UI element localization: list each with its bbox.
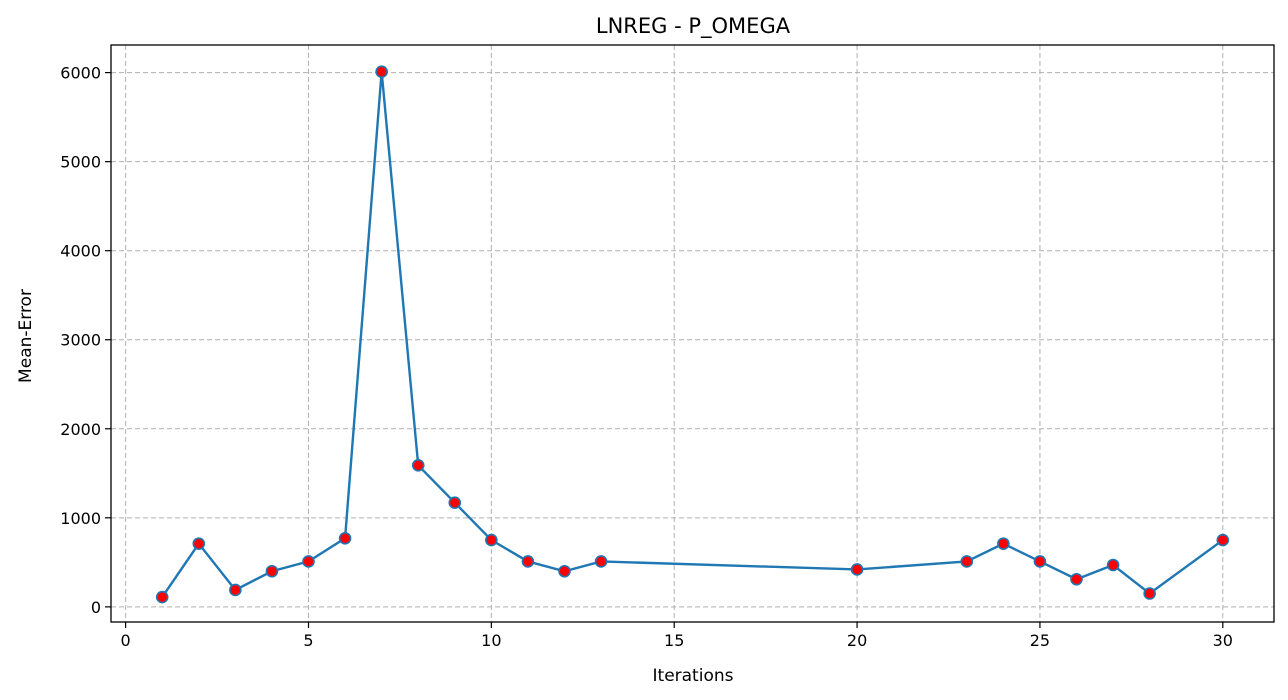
- grid-lines: [111, 45, 1274, 622]
- series-layer: [155, 65, 1230, 604]
- data-point: [338, 531, 352, 545]
- data-point: [558, 564, 571, 578]
- data-point: [265, 564, 279, 578]
- x-tick-label: 15: [664, 631, 684, 650]
- data-point: [411, 458, 425, 472]
- data-point: [229, 583, 242, 597]
- data-point: [960, 555, 974, 568]
- x-tick-label: 30: [1213, 631, 1233, 650]
- y-tick-label: 0: [91, 598, 101, 617]
- data-point: [521, 555, 535, 568]
- plot-frame: [110, 44, 1275, 623]
- data-point: [997, 537, 1010, 550]
- data-point: [192, 537, 206, 550]
- y-tick-label: 6000: [60, 64, 101, 83]
- data-point: [485, 533, 498, 547]
- data-point: [448, 496, 462, 509]
- chart-title: LNREG - P_OMEGA: [596, 14, 791, 39]
- y-tick-label: 3000: [60, 331, 101, 350]
- axis-ticks: 0 5 10 15 20 25 30 0 1000 2000 3000 4000 5000 6000: [60, 64, 1233, 650]
- data-point: [1070, 572, 1083, 586]
- data-point: [1106, 558, 1120, 572]
- y-tick-label: 4000: [60, 242, 101, 261]
- x-tick-label: 20: [847, 631, 867, 650]
- y-tick-label: 1000: [60, 509, 101, 528]
- x-axis-label: Iterations: [653, 666, 734, 686]
- data-point: [375, 65, 388, 79]
- y-tick-label: 5000: [60, 153, 101, 172]
- x-tick-label: 0: [121, 631, 131, 650]
- data-point: [1216, 533, 1230, 547]
- y-tick-label: 2000: [60, 420, 101, 439]
- data-point: [1143, 587, 1156, 600]
- data-point: [594, 555, 608, 568]
- y-axis-label: Mean-Error: [16, 289, 36, 383]
- x-tick-label: 5: [303, 631, 313, 650]
- x-tick-label: 10: [481, 631, 501, 650]
- data-point: [302, 555, 315, 568]
- data-point: [155, 590, 169, 604]
- x-tick-label: 25: [1030, 631, 1050, 650]
- data-point: [1033, 555, 1047, 568]
- data-point: [850, 563, 864, 576]
